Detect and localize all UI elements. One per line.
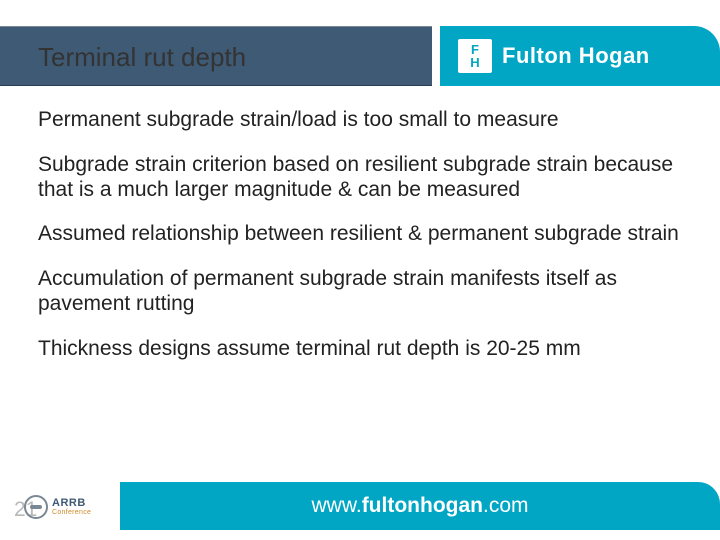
paragraph: Permanent subgrade strain/load is too sm… [38, 108, 684, 133]
brand-name: Fulton Hogan [502, 43, 650, 69]
brand-badge-icon: F H [458, 39, 492, 73]
header: Terminal rut depth F H Fulton Hogan [0, 26, 720, 86]
paragraph: Accumulation of permanent subgrade strai… [38, 267, 684, 317]
url-suffix: .com [483, 494, 529, 517]
conference-name: ARRB [52, 498, 91, 509]
url-prefix: www. [312, 494, 362, 517]
content-body: Permanent subgrade strain/load is too sm… [38, 108, 684, 381]
brand-logo-panel: F H Fulton Hogan [440, 26, 720, 86]
footer-bar: www.fultonhogan.com [120, 482, 720, 530]
conference-logo-text: ARRB Conference [52, 498, 91, 516]
footer-url: www.fultonhogan.com [312, 494, 529, 518]
page-title: Terminal rut depth [38, 42, 246, 73]
paragraph: Assumed relationship between resilient &… [38, 222, 684, 247]
conference-subtitle: Conference [52, 509, 91, 516]
conference-logo-icon [24, 495, 48, 519]
brand-badge-bottom: H [470, 56, 479, 69]
url-domain: fultonhogan [362, 494, 483, 517]
conference-logo: ARRB Conference [24, 490, 110, 524]
paragraph: Subgrade strain criterion based on resil… [38, 153, 684, 203]
paragraph: Thickness designs assume terminal rut de… [38, 337, 684, 362]
